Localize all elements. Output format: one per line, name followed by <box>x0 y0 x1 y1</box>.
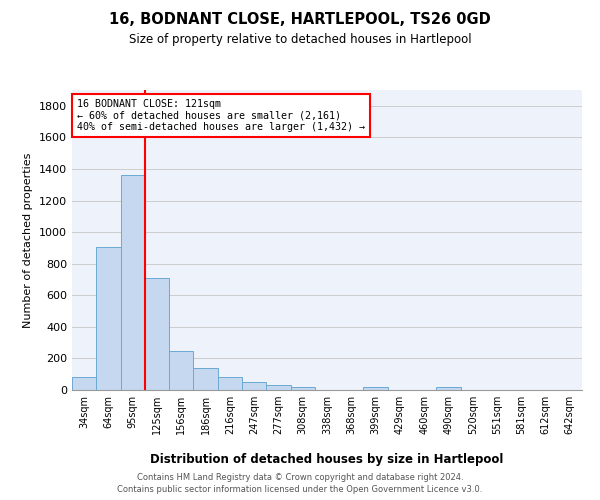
Bar <box>242 382 266 390</box>
Bar <box>72 376 96 390</box>
Bar <box>436 387 461 390</box>
Bar <box>364 387 388 390</box>
Text: Contains HM Land Registry data © Crown copyright and database right 2024.
Contai: Contains HM Land Registry data © Crown c… <box>118 472 482 494</box>
Bar <box>145 278 169 390</box>
Text: Distribution of detached houses by size in Hartlepool: Distribution of detached houses by size … <box>151 452 503 466</box>
Y-axis label: Number of detached properties: Number of detached properties <box>23 152 34 328</box>
Bar <box>193 368 218 390</box>
Text: 16, BODNANT CLOSE, HARTLEPOOL, TS26 0GD: 16, BODNANT CLOSE, HARTLEPOOL, TS26 0GD <box>109 12 491 28</box>
Text: Size of property relative to detached houses in Hartlepool: Size of property relative to detached ho… <box>128 32 472 46</box>
Bar <box>266 386 290 390</box>
Bar <box>290 387 315 390</box>
Bar <box>218 376 242 390</box>
Bar <box>96 247 121 390</box>
Bar <box>169 352 193 390</box>
Text: 16 BODNANT CLOSE: 121sqm
← 60% of detached houses are smaller (2,161)
40% of sem: 16 BODNANT CLOSE: 121sqm ← 60% of detach… <box>77 99 365 132</box>
Bar <box>121 176 145 390</box>
